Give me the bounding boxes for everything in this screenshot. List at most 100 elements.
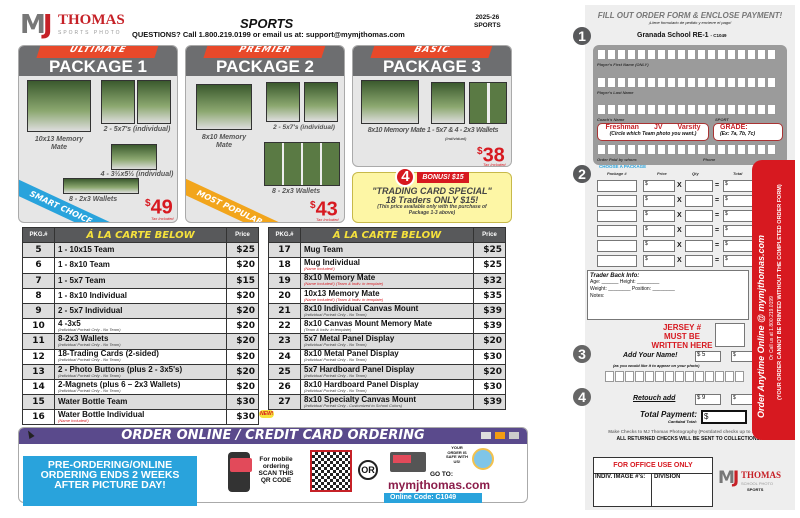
- photo-wallets: [469, 82, 507, 124]
- mastercard-icon: [495, 432, 505, 439]
- package-price: $43: [310, 198, 338, 221]
- team-selector[interactable]: Freshman JV Varsity (Circle which Team pho…: [597, 123, 709, 141]
- price-field[interactable]: $: [643, 240, 675, 252]
- item-description: 8x10 Specialty Canvas Mount (Individual P…: [300, 394, 474, 411]
- qty-field[interactable]: [685, 240, 713, 252]
- price-field[interactable]: $: [643, 195, 675, 207]
- step-3-badge: 3: [573, 345, 591, 363]
- item-price: $39: [473, 394, 506, 411]
- qty-field[interactable]: [685, 180, 713, 192]
- item-description: 1 - 8x10 Team: [54, 257, 227, 274]
- jersey-note: JERSEY # MUST BE WRITTEN HERE: [651, 323, 713, 350]
- ala-carte-row: 26 8x10 Hardboard Panel Display (Individua…: [268, 378, 506, 396]
- team-freshman[interactable]: Freshman: [605, 124, 639, 131]
- item-description: Mug Individual (Name Included!): [300, 257, 474, 274]
- item-note: (Individual Portrait Only - No Team): [58, 357, 121, 363]
- package-number-field[interactable]: [597, 255, 637, 267]
- photo-3x5: [111, 144, 157, 170]
- ala-carte-row: 14 2-Magnets (plus 6 – 2x3 Wallets) (Indiv…: [22, 378, 259, 396]
- item-note: (Individual Portrait Only - No Team): [58, 387, 121, 393]
- item-description: 1 - 5x7 Team: [54, 272, 227, 289]
- online-code: Online Code: C1049: [384, 493, 482, 503]
- item-description: 2-Magnets (plus 6 – 2x3 Wallets) (Individ…: [54, 378, 227, 396]
- item-note: (Individual Portrait Only - No Team): [304, 372, 367, 378]
- qty-field[interactable]: [685, 210, 713, 222]
- item-description: 5x7 Hardboard Panel Display (Individual P…: [300, 363, 474, 380]
- field-label: Player's First Name (ONLY): [597, 62, 649, 67]
- name-entry-boxes[interactable]: [597, 104, 776, 115]
- qr-code[interactable]: [310, 450, 352, 492]
- ala-carte-row: 15 Water Bottle Team $30: [22, 394, 259, 411]
- package-number-field[interactable]: [597, 195, 637, 207]
- qty-field[interactable]: [685, 225, 713, 237]
- contact-line: QUESTIONS? Call 1.800.219.0199 or email …: [132, 30, 405, 39]
- ala-carte-row: 25 5x7 Hardboard Panel Display (Individual…: [268, 363, 506, 380]
- item-price: $39: [473, 302, 506, 320]
- item-note: (Name Included!): [304, 266, 335, 272]
- season-label: 2025-26 SPORTS: [474, 14, 501, 29]
- amex-icon: [509, 432, 519, 439]
- ala-carte-row: 17 Mug Team $25: [268, 242, 506, 259]
- package-number-field[interactable]: [597, 240, 637, 252]
- item-description: 8x10 Individual Canvas Mount (Individual …: [300, 302, 474, 320]
- ala-carte-row: 24 8x10 Metal Panel Display (Individual Po…: [268, 348, 506, 365]
- item-price: $20: [226, 333, 259, 350]
- package-number: 7: [22, 272, 55, 289]
- paid-by-boxes[interactable]: [597, 144, 776, 155]
- package-number-field[interactable]: [597, 180, 637, 192]
- tier-label: BASIC: [370, 46, 494, 58]
- step-2-badge: 2: [573, 165, 591, 183]
- ala-carte-row: 22 8x10 Canvas Mount Memory Mate (Team & I…: [268, 318, 506, 335]
- office-use-box: FOR OFFICE USE ONLY INDIV. IMAGE #'s: DIV…: [593, 457, 713, 507]
- price-field[interactable]: $: [643, 225, 675, 237]
- total-field[interactable]: $: [723, 180, 757, 192]
- package-price: $49: [145, 196, 173, 219]
- jersey-number-field[interactable]: [715, 323, 745, 347]
- tax-included-note: Tax Included: [151, 216, 174, 221]
- price-field[interactable]: $: [643, 210, 675, 222]
- item-price: $32: [473, 272, 506, 289]
- name-entry-boxes[interactable]: [597, 49, 776, 60]
- team-jv[interactable]: JV: [653, 124, 663, 131]
- qty-field[interactable]: [685, 195, 713, 207]
- total-payment-field[interactable]: $: [701, 410, 747, 424]
- memory-mate-photo: [361, 80, 419, 124]
- trader-back-info[interactable]: Trader Back Info: Age: ______ Height: __…: [587, 270, 749, 320]
- team-varsity[interactable]: Varsity: [677, 124, 701, 131]
- package-number: 12: [22, 348, 55, 365]
- package-number: 11: [22, 333, 55, 350]
- field-label: Coach's Name: [597, 117, 625, 122]
- item-description: 8x10 Canvas Mount Memory Mate (Team & Ind…: [300, 318, 474, 335]
- tier-label: ULTIMATE: [36, 46, 160, 58]
- ala-carte-row: 13 2 - Photo Buttons (plus 2 - 3x5's) (Ind…: [22, 363, 259, 380]
- trading-card-special: 4 BONUS! $15 "TRADING CARD SPECIAL" 18 T…: [352, 167, 512, 223]
- item-description: 1 - 10x15 Team: [54, 242, 227, 259]
- item-description: Water Bottle Individual (Name Included!): [54, 409, 227, 426]
- price-field[interactable]: $: [643, 180, 675, 192]
- item-description: 1 - 8x10 Individual: [54, 287, 227, 304]
- name-boxes[interactable]: [605, 371, 744, 382]
- website-link[interactable]: mymjthomas.com: [388, 478, 491, 492]
- ala-carte-row: 16 Water Bottle Individual (Name Included!…: [22, 409, 259, 426]
- package-number-field[interactable]: [597, 210, 637, 222]
- price-field[interactable]: $: [643, 255, 675, 267]
- package-number: 20: [268, 287, 301, 304]
- item-description: 8x10 Memory Mate (Name Included!) (Team &…: [300, 272, 474, 289]
- equals-sign: =: [715, 257, 720, 264]
- name-entry-boxes[interactable]: [597, 77, 776, 88]
- item-note: (Individual Portrait Only - No Team): [304, 342, 367, 348]
- item-price: $20: [226, 363, 259, 380]
- package-number: 26: [268, 378, 301, 396]
- package-3-card: PACKAGE 3 BASIC 8x10 Memory Mate 1 - 5x7…: [352, 45, 512, 167]
- times-sign: X: [677, 212, 682, 219]
- grade-field[interactable]: GRADE: (Ex: 7a, 7b, 7c): [713, 123, 783, 141]
- equals-sign: =: [715, 242, 720, 249]
- qty-field[interactable]: [685, 255, 713, 267]
- step-4-badge: 4: [573, 388, 591, 406]
- item-note: (Name Included!) (Team & Indiv. in templ…: [304, 281, 384, 287]
- ala-carte-row: 19 8x10 Memory Mate (Name Included!) (Team…: [268, 272, 506, 289]
- package-number-field[interactable]: [597, 225, 637, 237]
